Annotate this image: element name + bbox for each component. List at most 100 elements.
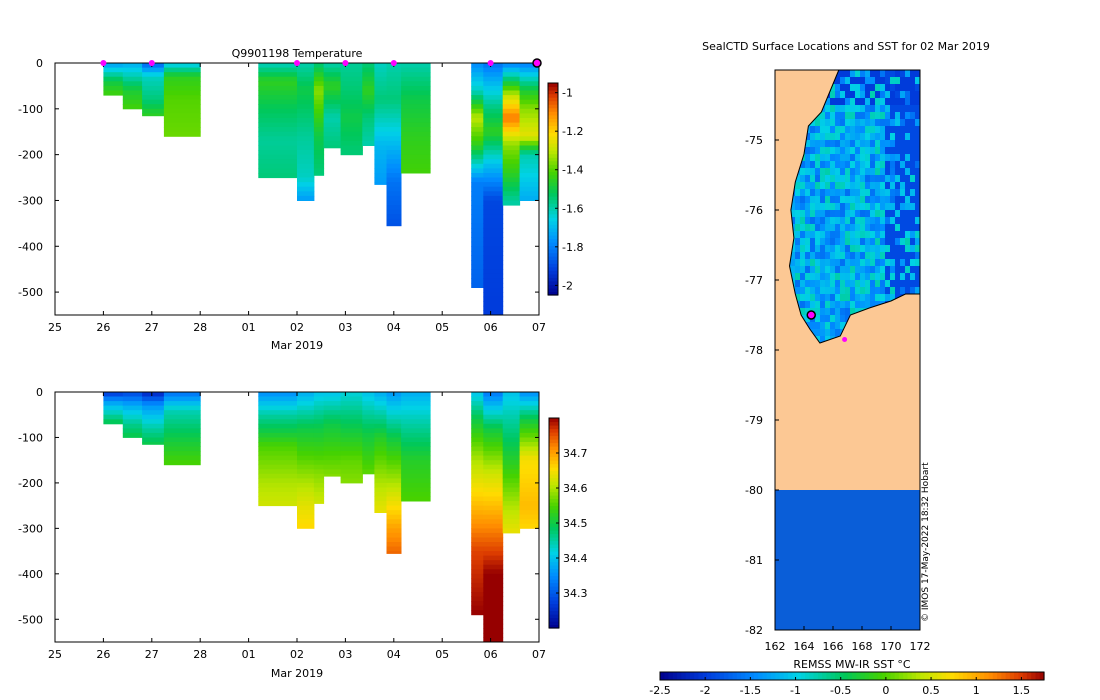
temperature-profile-15-cell bbox=[502, 113, 521, 119]
map-colorbar-segment bbox=[920, 672, 926, 680]
temperature-profile-16-cell bbox=[519, 182, 539, 188]
temperature-colorbar-segment bbox=[548, 266, 558, 271]
salinity-profile-16-cell bbox=[519, 432, 539, 438]
map-sst-cell bbox=[820, 224, 826, 232]
map-sst-cell bbox=[855, 77, 861, 85]
salinity-colorbar-segment bbox=[549, 484, 559, 489]
salinity-profile-14-cell bbox=[483, 596, 504, 602]
salinity-profile-14-cell bbox=[483, 401, 504, 407]
map-sst-cell bbox=[850, 231, 856, 239]
salinity-profile-3-cell bbox=[163, 410, 201, 416]
salinity-profile-13-cell bbox=[471, 537, 484, 543]
map-sst-cell bbox=[885, 259, 891, 267]
map-sst-cell bbox=[850, 203, 856, 211]
map-sst-cell bbox=[870, 231, 876, 239]
map-sst-cell bbox=[880, 168, 886, 176]
map-sst-cell bbox=[815, 224, 821, 232]
temperature-profile-1-cell bbox=[122, 81, 143, 87]
map-sst-cell bbox=[865, 266, 871, 274]
map-sst-cell bbox=[885, 147, 891, 155]
map-sst-cell bbox=[865, 98, 871, 106]
temperature-profile-12-cell bbox=[401, 67, 431, 73]
map-sst-cell bbox=[840, 259, 846, 267]
salinity-x-tick-label: 04 bbox=[387, 648, 401, 661]
temperature-profile-3-cell bbox=[163, 85, 201, 91]
temperature-colorbar-segment bbox=[548, 111, 558, 116]
temperature-profile-8-cell bbox=[340, 118, 363, 124]
temperature-profile-7-cell bbox=[323, 127, 341, 133]
map-sst-cell bbox=[810, 217, 816, 225]
salinity-colorbar-segment bbox=[549, 509, 559, 514]
salinity-profile-12-cell bbox=[401, 473, 431, 479]
map-sst-cell bbox=[880, 189, 886, 197]
salinity-profile-4-cell bbox=[258, 473, 298, 479]
map-sst-cell bbox=[845, 84, 851, 92]
salinity-colorbar-segment bbox=[549, 575, 559, 580]
temperature-colorbar-segment bbox=[548, 160, 558, 165]
salinity-profile-14-cell bbox=[483, 487, 504, 493]
map-sst-cell bbox=[890, 91, 896, 99]
salinity-profile-11-cell bbox=[386, 473, 402, 479]
temperature-profile-15-cell bbox=[502, 195, 521, 201]
map-sst-cell bbox=[805, 294, 811, 302]
salinity-profile-4-cell bbox=[258, 482, 298, 488]
salinity-profile-3-cell bbox=[163, 442, 201, 447]
map-colorbar-segment bbox=[980, 672, 985, 680]
map-x-tick-label: 164 bbox=[794, 640, 815, 653]
map-sst-cell bbox=[915, 70, 920, 78]
temperature-profile-5-cell bbox=[297, 136, 315, 142]
map-sst-cell bbox=[895, 91, 901, 99]
temperature-profile-16-cell bbox=[519, 108, 539, 114]
salinity-colorbar-segment bbox=[549, 460, 559, 465]
map-colorbar-tick-label: -2 bbox=[700, 684, 711, 697]
map-sst-cell bbox=[900, 161, 906, 169]
map-sst-cell bbox=[820, 210, 826, 218]
map-sst-cell bbox=[900, 91, 906, 99]
map-sst-cell bbox=[790, 259, 796, 267]
salinity-y-tick-label: -400 bbox=[18, 568, 43, 581]
map-colorbar-segment bbox=[800, 672, 806, 680]
map-colorbar-segment bbox=[805, 672, 810, 680]
map-sst-cell bbox=[910, 161, 916, 169]
map-colorbar-segment bbox=[762, 672, 768, 680]
temperature-profile-11-cell bbox=[386, 150, 402, 156]
temperature-profile-5-cell bbox=[297, 113, 315, 119]
map-sst-cell bbox=[895, 168, 901, 176]
temperature-profile-15-cell bbox=[502, 191, 521, 197]
map-sst-cell bbox=[865, 287, 871, 295]
temperature-x-tick-label: 03 bbox=[338, 321, 352, 334]
map-sst-cell bbox=[915, 154, 920, 162]
salinity-profile-8-cell bbox=[340, 423, 363, 429]
map-sst-cell bbox=[890, 84, 896, 92]
map-sst-cell bbox=[840, 322, 846, 330]
map-sst-cell bbox=[855, 294, 861, 302]
salinity-profile-11-cell bbox=[386, 519, 402, 525]
map-sst-cell bbox=[815, 322, 821, 330]
map-sst-cell bbox=[820, 112, 826, 120]
map-sst-cell bbox=[890, 140, 896, 148]
temperature-profile-7-cell bbox=[323, 136, 341, 142]
map-x-tick-label: 166 bbox=[823, 640, 844, 653]
map-sst-cell bbox=[805, 238, 811, 246]
salinity-profile-5-cell bbox=[297, 464, 315, 470]
salinity-profile-2-cell bbox=[142, 396, 165, 402]
salinity-colorbar-segment bbox=[549, 572, 559, 577]
map-sst-cell bbox=[825, 154, 831, 162]
map-sst-cell bbox=[820, 252, 826, 260]
map-sst-cell bbox=[805, 259, 811, 267]
salinity-profile-0-cell bbox=[103, 396, 124, 402]
salinity-profile-15-cell bbox=[502, 464, 521, 470]
map-sst-cell bbox=[845, 196, 851, 204]
salinity-profile-5-cell bbox=[297, 473, 315, 479]
salinity-profile-5-cell bbox=[297, 437, 315, 443]
map-colorbar-segment bbox=[660, 672, 665, 680]
map-sst-cell bbox=[875, 140, 881, 148]
map-sst-cell bbox=[875, 112, 881, 120]
map-sst-cell bbox=[870, 294, 876, 302]
map-sst-cell bbox=[845, 112, 851, 120]
salinity-profile-13-cell bbox=[471, 482, 484, 488]
salinity-profile-10-cell bbox=[374, 492, 387, 497]
temperature-profile-13-cell bbox=[471, 214, 484, 220]
map-sst-cell bbox=[825, 210, 831, 218]
